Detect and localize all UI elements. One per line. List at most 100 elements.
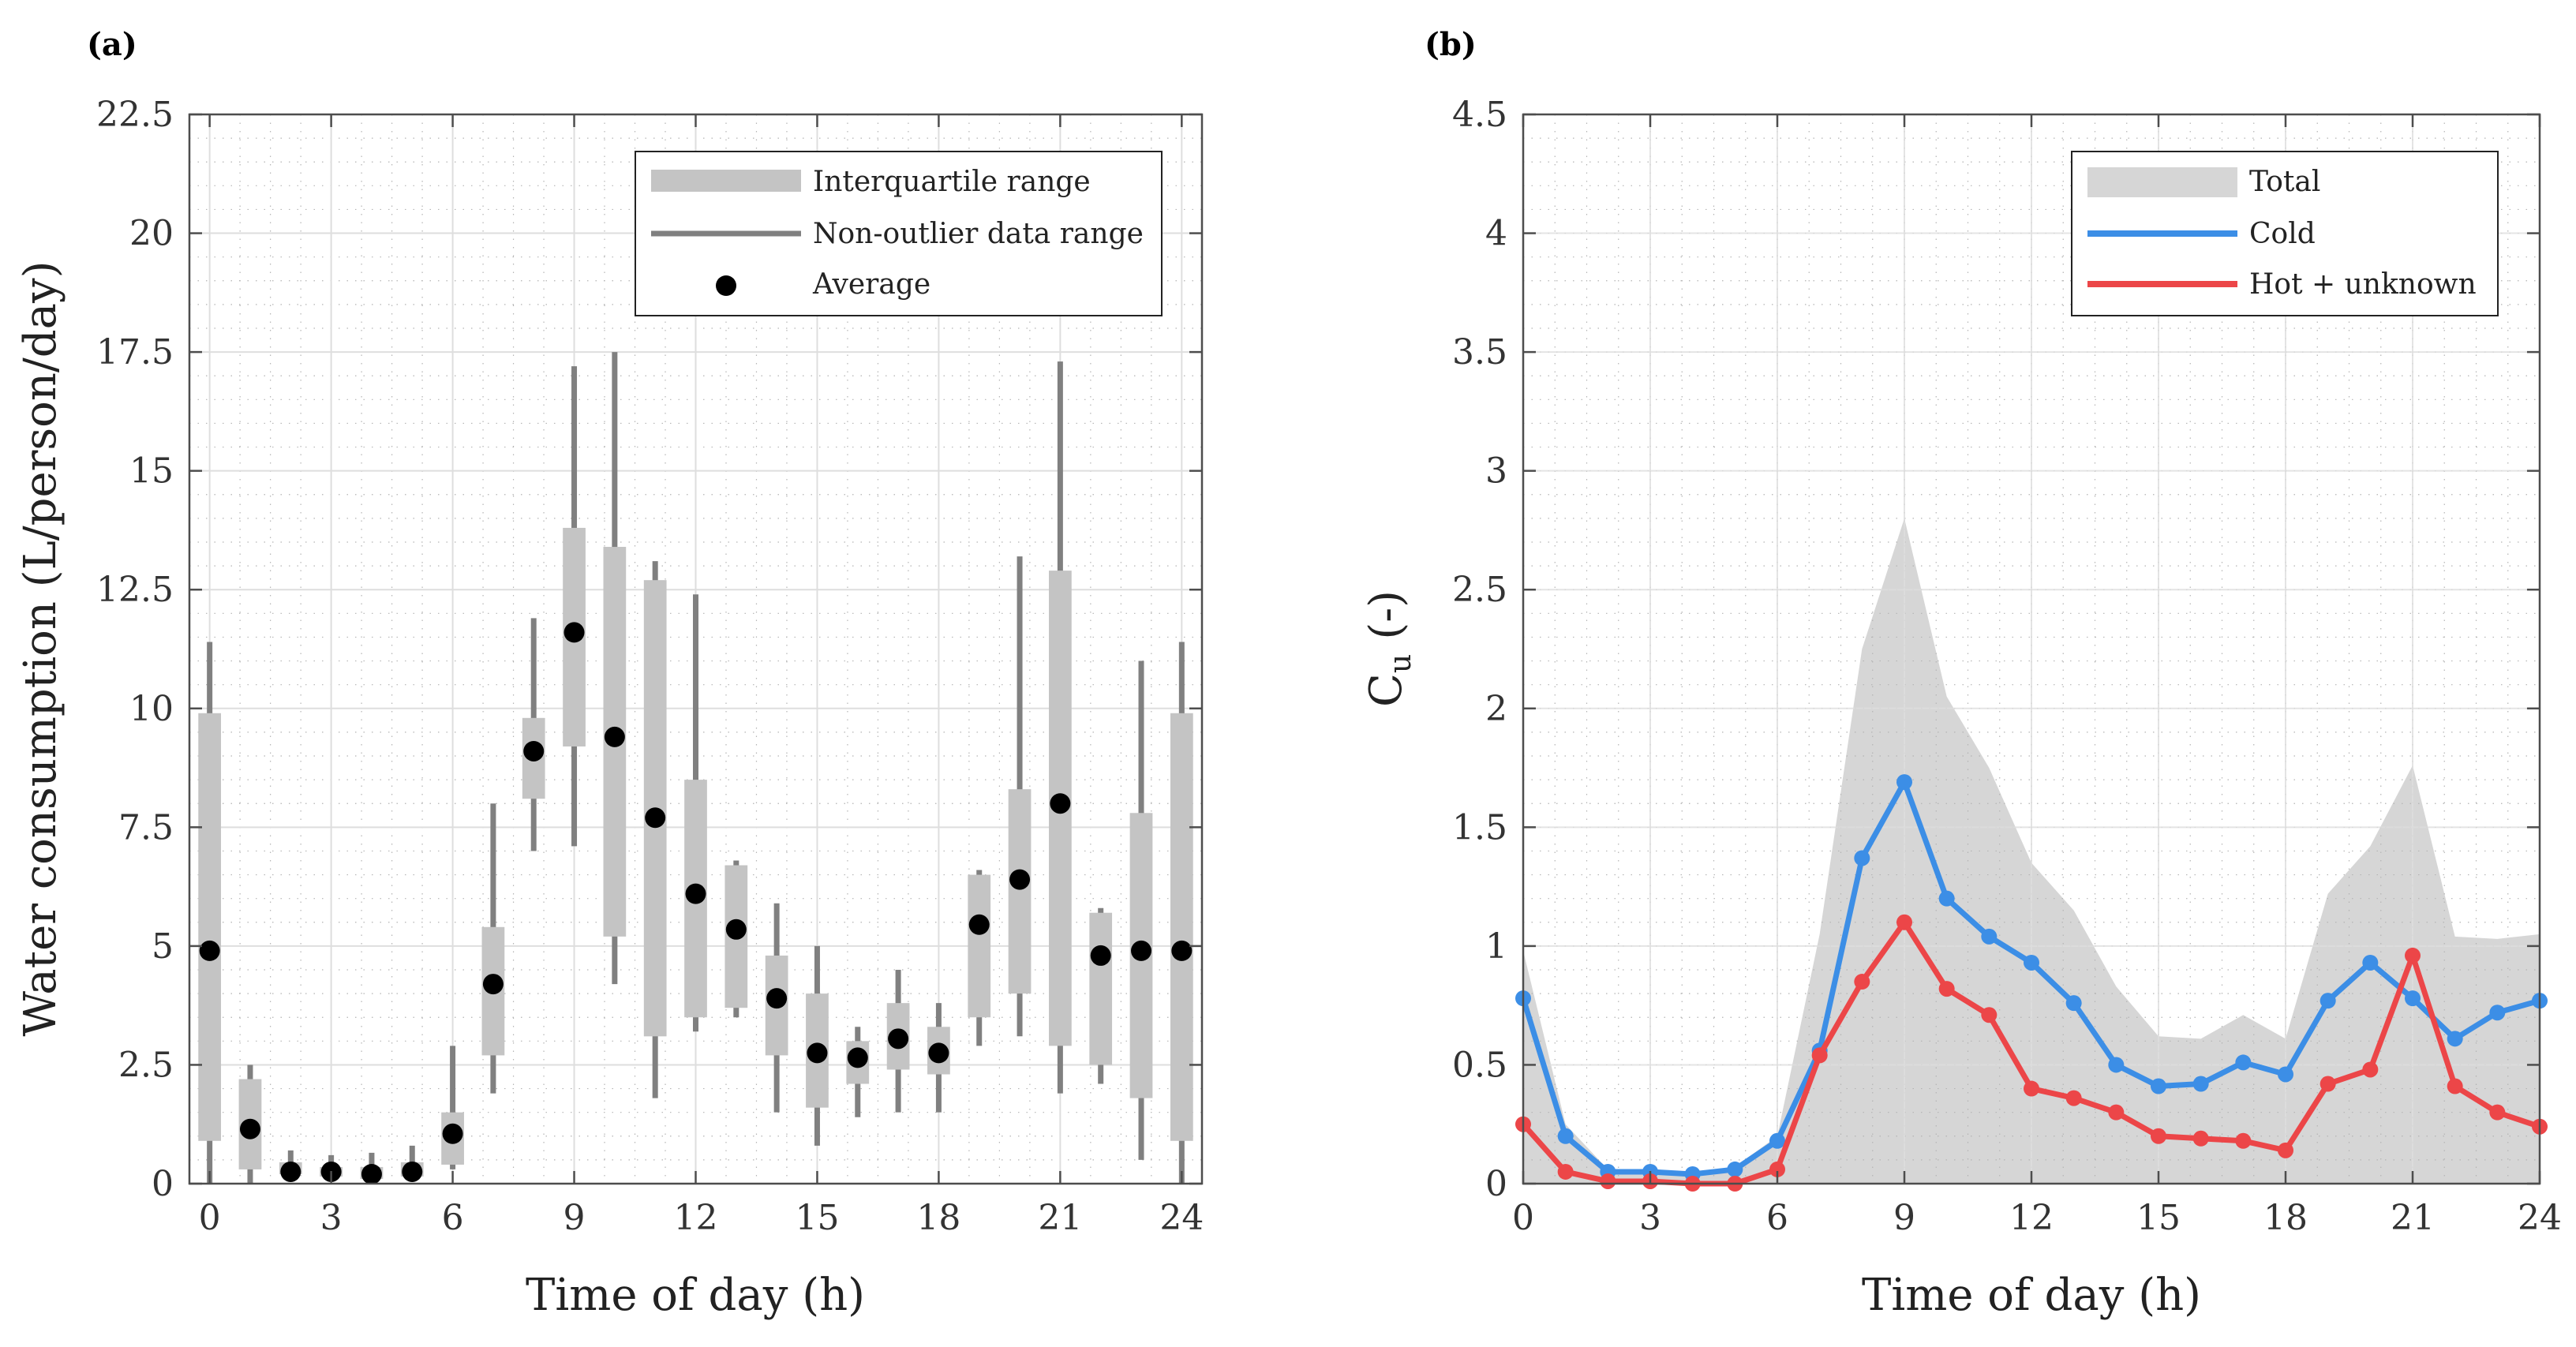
hot-point [2065, 1090, 2082, 1106]
panel-a-xlabel: Time of day (h) [526, 1270, 865, 1321]
average-marker [442, 1123, 463, 1144]
hot-point [1981, 1007, 1998, 1023]
legend-iqr-label: Interquartile range [813, 166, 1091, 198]
x-tick-label: 9 [564, 1198, 586, 1238]
panel-b-xlabel: Time of day (h) [1862, 1270, 2201, 1321]
y-tick-label: 4 [1485, 214, 1507, 254]
cold-point [2405, 990, 2421, 1007]
average-marker [1171, 940, 1193, 961]
panel-b-ylabel: Cu (-) [1361, 590, 1417, 707]
cold-point [1854, 850, 1870, 866]
cold-point [2108, 1057, 2125, 1073]
cold-point [2151, 1078, 2166, 1094]
legend-total-swatch [2087, 167, 2237, 197]
legend-average-marker [716, 275, 736, 296]
x-tick-label: 12 [674, 1198, 718, 1238]
panel-b-label: (b) [1425, 26, 1477, 63]
panel-a-legend: Interquartile range Non-outlier data ran… [635, 151, 1163, 316]
x-tick-label: 21 [1038, 1198, 1082, 1238]
x-tick-label: 24 [2518, 1198, 2562, 1238]
y-tick-label: 15 [129, 451, 174, 492]
legend-average-label: Average [812, 268, 930, 301]
cold-point [2320, 993, 2336, 1009]
y-tick-label: 10 [129, 689, 174, 729]
hot-point [1854, 974, 1870, 990]
hot-point [1811, 1047, 1828, 1064]
panel-b-legend: Total Cold Hot + unknown [2071, 151, 2499, 316]
panel-a-marks [198, 352, 1193, 1184]
y-tick-label: 1 [1485, 926, 1507, 967]
panel-a-chart: (a) 0 3 6 9 12 15 18 21 24 0 2.5 5 7.5 10 12.5 15 17.5 20… [15, 26, 1204, 1321]
x-tick-label: 12 [2009, 1198, 2054, 1238]
average-marker [685, 883, 706, 904]
average-marker [645, 807, 666, 829]
x-tick-label: 0 [1512, 1198, 1534, 1238]
average-marker [766, 988, 788, 1009]
iqr-box [968, 874, 991, 1018]
y-tick-label: 2 [1485, 689, 1507, 729]
y-tick-label: 2.5 [118, 1045, 174, 1085]
legend-cold-label: Cold [2249, 218, 2316, 250]
hot-point [2320, 1076, 2336, 1092]
average-marker [1090, 945, 1111, 966]
svg-text:Cu(-): Cu (-) [1361, 590, 1417, 707]
average-marker [847, 1047, 868, 1068]
legend-hot-label: Hot + unknown [2249, 268, 2477, 301]
hot-point [2362, 1061, 2379, 1078]
hot-point [1557, 1163, 1574, 1180]
x-tick-label: 18 [2263, 1198, 2308, 1238]
iqr-box [198, 713, 222, 1141]
cold-point [1981, 928, 1998, 945]
average-marker [280, 1161, 301, 1182]
average-marker [725, 919, 747, 940]
panel-b-chart: (b) 0 3 6 9 12 15 18 21 24 0 0.5 1 1.5 2 2.5 3 3.5 4 4.5 T… [1361, 26, 2562, 1321]
average-marker [361, 1163, 382, 1184]
cold-point [2362, 954, 2379, 971]
hot-point [2489, 1104, 2506, 1121]
hot-point [2192, 1130, 2209, 1147]
average-marker [564, 622, 585, 643]
y-tick-label: 20 [129, 214, 174, 254]
y-tick-label: 2.5 [1452, 570, 1507, 610]
x-tick-label: 15 [2136, 1198, 2181, 1238]
hot-point [2278, 1142, 2293, 1158]
x-tick-label: 9 [1893, 1198, 1915, 1238]
cold-point [2192, 1076, 2209, 1092]
y-tick-label: 0 [1485, 1164, 1507, 1204]
cold-point [2447, 1031, 2463, 1047]
x-tick-label: 24 [1159, 1198, 1204, 1238]
hot-point [2447, 1078, 2463, 1094]
y-tick-label: 22.5 [96, 95, 174, 135]
y-tick-label: 1.5 [1452, 807, 1507, 847]
iqr-box [1008, 789, 1032, 994]
panel-b-ticks: 0 3 6 9 12 15 18 21 24 0 0.5 1 1.5 2 2.5 3 3.5 4 4.5 [1452, 95, 2562, 1238]
cold-point [2489, 1005, 2506, 1021]
x-tick-label: 21 [2391, 1198, 2435, 1238]
panel-a-ticks: 0 3 6 9 12 15 18 21 24 0 2.5 5 7.5 10 12.5 15 17.5 20 22.5 [96, 95, 1204, 1238]
cold-point [1727, 1161, 1743, 1177]
legend-total-label: Total [2249, 166, 2320, 198]
ylabel-symbol: C [1361, 673, 1412, 707]
y-tick-label: 4.5 [1452, 95, 1507, 135]
average-marker [1009, 869, 1031, 890]
average-marker [239, 1118, 260, 1139]
hot-point [1896, 914, 1912, 930]
average-marker [1050, 793, 1071, 814]
y-tick-label: 0 [152, 1164, 174, 1204]
ylabel-subscript: u [1383, 654, 1417, 673]
average-marker [604, 726, 625, 747]
average-marker [928, 1042, 949, 1064]
hot-point [1769, 1161, 1785, 1177]
x-tick-label: 6 [1766, 1198, 1788, 1238]
panel-a-label: (a) [87, 26, 137, 63]
average-marker [402, 1161, 423, 1182]
cold-point [2278, 1066, 2293, 1083]
x-tick-label: 0 [199, 1198, 221, 1238]
average-marker [807, 1042, 828, 1064]
average-marker [968, 914, 990, 935]
legend-range-label: Non-outlier data range [813, 218, 1144, 250]
hot-point [1938, 981, 1955, 997]
cold-point [1769, 1132, 1785, 1149]
cold-point [1896, 774, 1912, 791]
y-tick-label: 3 [1485, 451, 1507, 492]
